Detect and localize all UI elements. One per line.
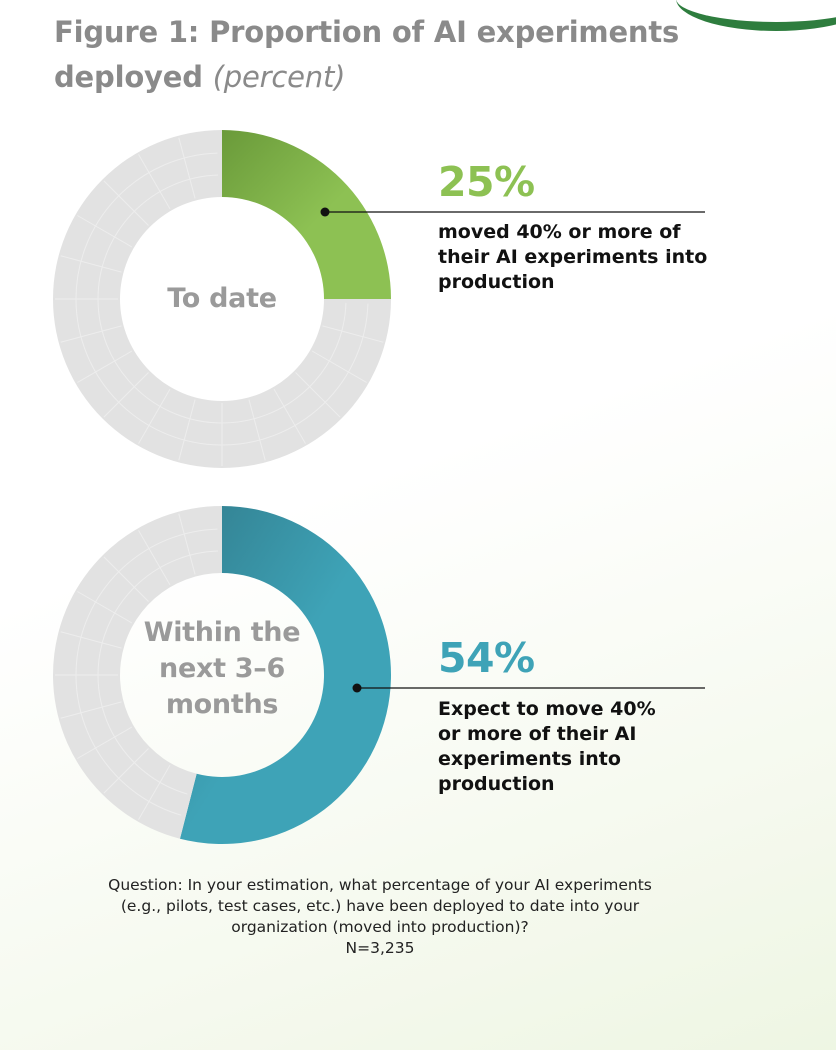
texture-spoke	[322, 325, 384, 343]
footnote-line: (e.g., pilots, test cases, etc.) have be…	[120, 897, 640, 915]
value-label-to-date: 25%	[438, 158, 535, 206]
texture-ring	[97, 550, 219, 795]
texture-spoke	[60, 325, 122, 343]
texture-ring	[75, 528, 218, 816]
donut-slice-remainder-next-months	[53, 506, 222, 839]
texture-spoke	[178, 399, 196, 461]
donut-to-date	[53, 130, 391, 468]
survey-footnote: Question: In your estimation, what perce…	[80, 875, 680, 959]
texture-spoke	[60, 255, 122, 273]
figure-title: Figure 1: Proportion of AI experiments d…	[54, 10, 754, 100]
donut-slice-highlight-next-months	[179, 506, 392, 844]
callout-dot-next-months	[352, 683, 362, 693]
texture-spoke	[273, 388, 306, 444]
texture-spoke	[77, 215, 133, 248]
callout-next-months	[352, 683, 705, 693]
texture-spoke	[138, 764, 171, 820]
callout-to-date	[320, 207, 705, 217]
texture-spoke	[138, 154, 171, 210]
texture-spoke	[103, 372, 149, 418]
donut-texture-next-months	[55, 513, 219, 820]
caption-next-months: Expect to move 40% or more of their AI e…	[438, 698, 656, 795]
caption-to-date: moved 40% or more of their AI experiment…	[438, 221, 708, 293]
donut-texture-to-date	[55, 137, 384, 466]
value-label-next-months: 54%	[438, 634, 535, 682]
texture-spoke	[77, 591, 133, 624]
texture-spoke	[103, 748, 149, 794]
texture-spoke	[60, 631, 122, 649]
texture-spoke	[77, 350, 133, 383]
callout-dot-to-date	[320, 207, 330, 217]
corner-swoosh-decoration	[676, 0, 836, 31]
texture-spoke	[311, 350, 367, 383]
donut-slice-highlight-to-date	[222, 130, 391, 299]
footnote-sample-size: N=3,235	[345, 939, 415, 957]
texture-spoke	[248, 399, 266, 461]
texture-spoke	[77, 726, 133, 759]
texture-spoke	[138, 530, 171, 586]
title-unit: (percent)	[212, 60, 346, 94]
title-main: Figure 1: Proportion of AI experiments d…	[54, 15, 680, 94]
center-label-next-months: Within the next 3–6 months	[143, 617, 301, 720]
texture-spoke	[103, 180, 149, 226]
texture-spoke	[60, 701, 122, 719]
footnote-line: organization (moved into production)?	[231, 918, 529, 936]
donut-next-3-6-months	[53, 506, 392, 844]
texture-spoke	[178, 137, 196, 199]
center-label-to-date: To date	[167, 283, 277, 314]
texture-spoke	[178, 513, 196, 575]
footnote-line: Question: In your estimation, what perce…	[108, 876, 652, 894]
texture-spoke	[138, 388, 171, 444]
texture-spoke	[103, 556, 149, 602]
texture-spoke	[295, 372, 341, 418]
